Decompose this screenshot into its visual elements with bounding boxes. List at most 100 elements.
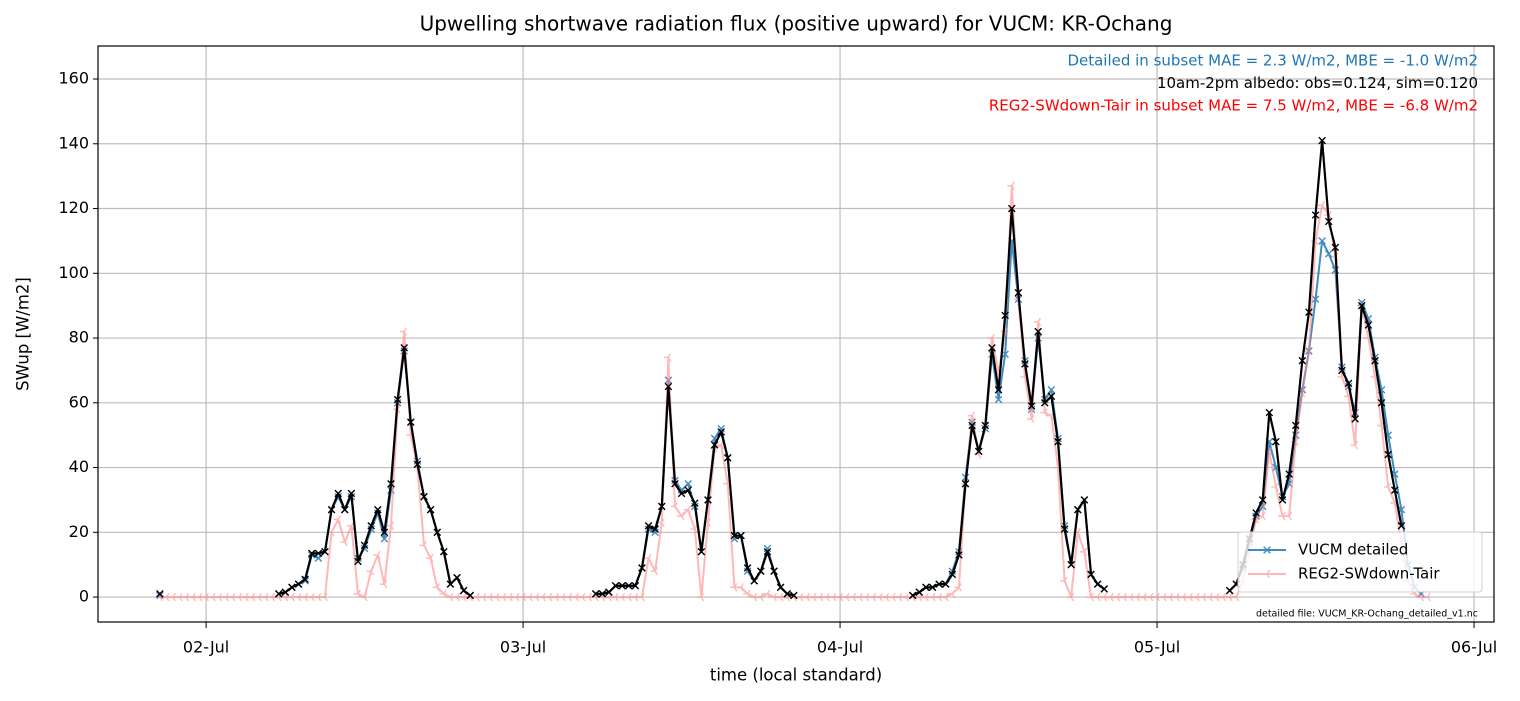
data-point bbox=[736, 583, 744, 592]
data-point bbox=[538, 592, 546, 602]
data-point bbox=[769, 592, 777, 602]
data-point bbox=[374, 505, 382, 514]
data-point bbox=[400, 343, 409, 352]
data-point bbox=[729, 583, 738, 592]
plot-frame bbox=[97, 45, 1495, 623]
data-point bbox=[1040, 408, 1048, 417]
data-point bbox=[835, 592, 843, 602]
data-point bbox=[1305, 308, 1313, 316]
data-point bbox=[1139, 592, 1147, 602]
data-point bbox=[241, 592, 249, 602]
data-point bbox=[743, 589, 751, 599]
y-tick-label: 0 bbox=[79, 587, 89, 606]
data-point bbox=[1364, 321, 1373, 329]
data-point bbox=[809, 592, 817, 602]
data-point bbox=[776, 592, 784, 602]
y-tick-label: 160 bbox=[58, 69, 89, 88]
data-point bbox=[690, 499, 699, 507]
data-point bbox=[531, 592, 540, 602]
data-point bbox=[551, 592, 560, 602]
data-point bbox=[379, 579, 388, 589]
data-point bbox=[617, 592, 626, 602]
data-point bbox=[987, 333, 995, 343]
annotation: 10am-2pm albedo: obs=0.124, sim=0.120 bbox=[1157, 74, 1478, 92]
y-tick-label: 20 bbox=[69, 522, 89, 541]
data-point bbox=[1265, 408, 1274, 417]
data-point bbox=[208, 592, 216, 602]
y-tick-label: 100 bbox=[58, 263, 89, 282]
data-point bbox=[737, 531, 745, 540]
data-point bbox=[1027, 402, 1036, 410]
data-point bbox=[340, 537, 348, 547]
data-point bbox=[584, 592, 593, 602]
data-point bbox=[677, 489, 686, 498]
data-point bbox=[227, 592, 236, 602]
data-point bbox=[657, 502, 666, 511]
data-point bbox=[1371, 356, 1379, 365]
data-point bbox=[1185, 592, 1193, 602]
data-point bbox=[921, 592, 929, 602]
data-point bbox=[1324, 250, 1333, 258]
data-point bbox=[901, 592, 909, 602]
data-point bbox=[301, 577, 309, 585]
data-point bbox=[288, 583, 296, 592]
data-point bbox=[168, 592, 176, 602]
data-point bbox=[630, 592, 639, 602]
data-point bbox=[1093, 592, 1101, 602]
data-point bbox=[419, 541, 427, 550]
data-point bbox=[1324, 217, 1333, 226]
data-point bbox=[156, 590, 164, 598]
data-point bbox=[188, 592, 196, 602]
data-point bbox=[1357, 298, 1366, 307]
data-point bbox=[967, 411, 976, 421]
y-tick-label: 40 bbox=[69, 457, 89, 476]
data-point bbox=[1218, 592, 1226, 602]
data-point bbox=[650, 566, 659, 576]
x-tick-label: 06-Jul bbox=[1451, 638, 1497, 657]
data-point bbox=[347, 489, 356, 498]
data-point bbox=[690, 524, 698, 534]
data-point bbox=[1100, 585, 1108, 593]
data-point bbox=[1384, 450, 1392, 459]
data-point bbox=[234, 592, 243, 602]
data-point bbox=[459, 586, 468, 595]
data-point bbox=[651, 525, 659, 533]
data-point bbox=[1357, 301, 1366, 310]
data-point bbox=[274, 590, 283, 598]
data-point bbox=[1060, 576, 1068, 586]
data-point bbox=[888, 592, 896, 602]
data-point bbox=[783, 590, 792, 598]
data-point bbox=[321, 547, 329, 556]
legend-label: VUCM detailed bbox=[1298, 541, 1408, 559]
data-point bbox=[300, 592, 309, 602]
data-point bbox=[762, 589, 771, 599]
y-tick-label: 140 bbox=[58, 133, 89, 152]
data-point bbox=[968, 421, 976, 430]
data-point bbox=[1284, 511, 1293, 521]
data-point bbox=[254, 592, 262, 602]
data-point bbox=[644, 522, 653, 530]
data-point bbox=[175, 592, 183, 602]
data-point bbox=[399, 327, 408, 336]
data-point bbox=[1027, 414, 1035, 424]
data-point bbox=[988, 343, 996, 352]
data-point bbox=[644, 553, 652, 563]
data-point bbox=[1416, 592, 1425, 602]
y-tick-label: 80 bbox=[69, 328, 89, 347]
data-point bbox=[776, 583, 785, 592]
data-point bbox=[664, 382, 673, 391]
data-point bbox=[420, 492, 428, 501]
data-point bbox=[770, 567, 778, 575]
data-point bbox=[730, 531, 739, 540]
data-point bbox=[1311, 211, 1320, 219]
data-point bbox=[181, 592, 190, 602]
series bbox=[155, 181, 1431, 602]
data-point bbox=[868, 592, 876, 602]
data-point bbox=[440, 547, 448, 556]
data-point bbox=[413, 460, 422, 469]
legend-entry bbox=[1248, 569, 1286, 579]
data-point bbox=[247, 592, 256, 602]
data-point bbox=[677, 511, 685, 521]
data-point bbox=[624, 592, 632, 602]
